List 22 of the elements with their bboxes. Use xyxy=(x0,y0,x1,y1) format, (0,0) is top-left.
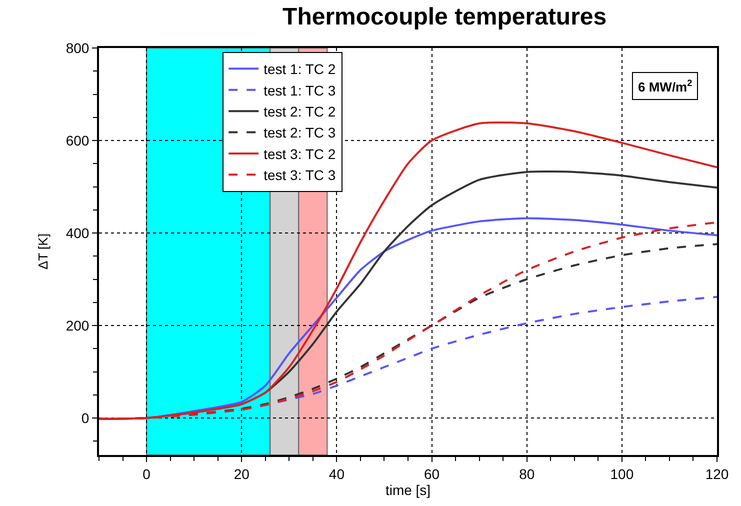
x-tick-label: 20 xyxy=(234,466,250,482)
y-axis-title: ΔT [K] xyxy=(35,234,50,270)
chart-title: Thermocouple temperatures xyxy=(282,3,607,30)
y-tick-label: 800 xyxy=(66,40,90,56)
legend-label: test 3: TC 2 xyxy=(264,146,336,162)
x-tick-label: 80 xyxy=(519,466,535,482)
x-tick-label: 0 xyxy=(142,466,151,482)
y-tick-label: 200 xyxy=(66,317,90,334)
legend-label: test 3: TC 3 xyxy=(264,167,336,184)
legend-label: test 1: TC 3 xyxy=(264,82,336,98)
legend-label: test 1: TC 2 xyxy=(264,61,336,78)
legend-label: test 2: TC 2 xyxy=(264,104,336,120)
x-tick-label: 60 xyxy=(424,466,440,482)
y-tick-label: 0 xyxy=(81,410,90,426)
annotation: 6 MW/m$^{2}$ xyxy=(638,78,692,94)
x-axis-title: time [s] xyxy=(385,482,431,498)
x-tick-label: 40 xyxy=(328,466,345,482)
y-tick-label: 400 xyxy=(66,224,90,241)
x-tick-label: 120 xyxy=(705,466,729,482)
legend-label: test 2: TC 3 xyxy=(264,124,336,141)
x-tick-label: 100 xyxy=(610,466,634,482)
y-tick-label: 600 xyxy=(66,132,90,148)
